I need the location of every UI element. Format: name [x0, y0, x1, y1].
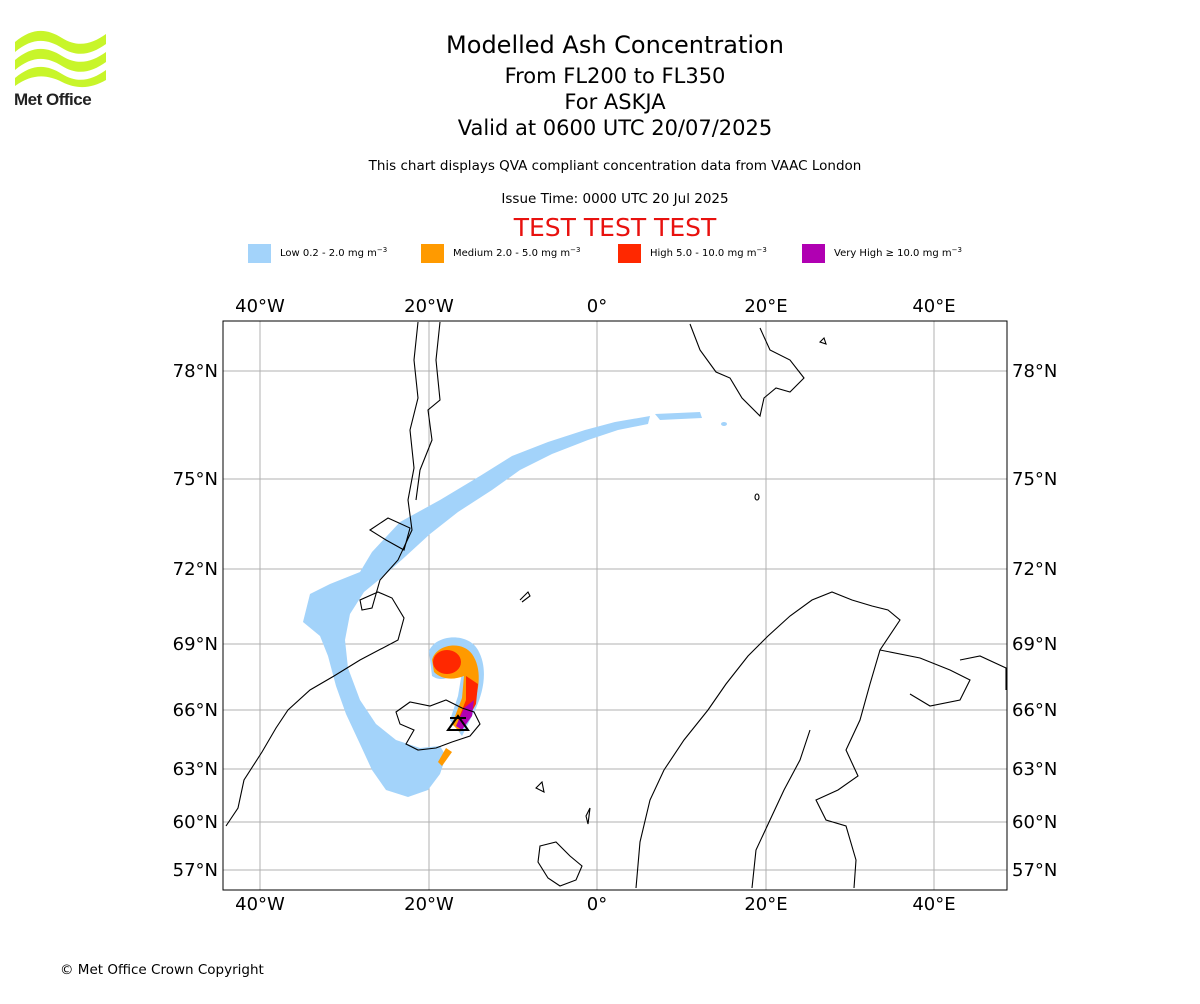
lat-tick-label: 57°N — [1012, 860, 1057, 881]
volcano-marker — [446, 714, 470, 731]
legend-swatch-very-high — [802, 244, 825, 263]
lon-ticks-bottom: 40°W 20°W 0° 20°E 40°E — [235, 894, 955, 915]
legend-swatch-low — [248, 244, 271, 263]
lat-tick-label: 72°N — [1012, 559, 1057, 580]
lat-tick-label: 75°N — [173, 469, 218, 490]
lat-ticks-right: 78°N 75°N 72°N 69°N 66°N 63°N 60°N 57°N — [1012, 361, 1057, 881]
test-banner: TEST TEST TEST — [513, 213, 717, 242]
lon-tick-label: 0° — [587, 894, 607, 915]
legend-label-high: High 5.0 - 10.0 mg m−3 — [650, 246, 767, 259]
lat-tick-label: 78°N — [173, 361, 218, 382]
lon-tick-label: 20°W — [404, 296, 454, 317]
lon-tick-label: 20°W — [404, 894, 454, 915]
lon-tick-label: 40°W — [235, 894, 285, 915]
lat-tick-label: 66°N — [1012, 700, 1057, 721]
volcano-name: For ASKJA — [564, 90, 666, 114]
chart-title: Modelled Ash Concentration — [446, 31, 784, 59]
copyright-notice: © Met Office Crown Copyright — [60, 962, 264, 978]
map-content — [223, 321, 1007, 890]
logo-text: Met Office — [14, 90, 92, 109]
legend-label-very-high: Very High ≥ 10.0 mg m−3 — [834, 246, 962, 259]
met-office-wave-icon — [15, 30, 106, 88]
level-range: From FL200 to FL350 — [504, 64, 726, 88]
lon-tick-label: 20°E — [744, 894, 787, 915]
lat-tick-label: 63°N — [173, 759, 218, 780]
legend-label-medium: Medium 2.0 - 5.0 mg m−3 — [453, 246, 581, 259]
ash-very-high-region — [456, 700, 474, 730]
lat-tick-label: 63°N — [1012, 759, 1057, 780]
ash-low-region — [303, 412, 727, 797]
lat-tick-label: 57°N — [173, 860, 218, 881]
lon-tick-label: 0° — [587, 296, 607, 317]
lon-tick-label: 20°E — [744, 296, 787, 317]
lat-tick-label: 69°N — [1012, 634, 1057, 655]
lat-tick-label: 78°N — [1012, 361, 1057, 382]
issue-time: Issue Time: 0000 UTC 20 Jul 2025 — [501, 191, 729, 207]
lat-tick-label: 75°N — [1012, 469, 1057, 490]
lat-tick-label: 69°N — [173, 634, 218, 655]
lon-tick-label: 40°W — [235, 296, 285, 317]
coastlines — [225, 321, 1007, 889]
map-border — [222, 320, 1008, 891]
compliance-note: This chart displays QVA compliant concen… — [368, 158, 862, 174]
lon-ticks-top: 40°W 20°W 0° 20°E 40°E — [235, 296, 955, 317]
lon-tick-label: 40°E — [912, 894, 955, 915]
legend-swatch-high — [618, 244, 641, 263]
legend-label-low: Low 0.2 - 2.0 mg m−3 — [280, 246, 388, 259]
lon-tick-label: 40°E — [912, 296, 955, 317]
lat-tick-label: 72°N — [173, 559, 218, 580]
lat-ticks-left: 78°N 75°N 72°N 69°N 66°N 63°N 60°N 57°N — [173, 361, 218, 881]
valid-time: Valid at 0600 UTC 20/07/2025 — [457, 116, 773, 140]
lat-tick-label: 66°N — [173, 700, 218, 721]
met-office-logo: Met Office — [14, 30, 109, 112]
lat-tick-label: 60°N — [173, 812, 218, 833]
lat-tick-label: 60°N — [1012, 812, 1057, 833]
legend-swatch-medium — [421, 244, 444, 263]
